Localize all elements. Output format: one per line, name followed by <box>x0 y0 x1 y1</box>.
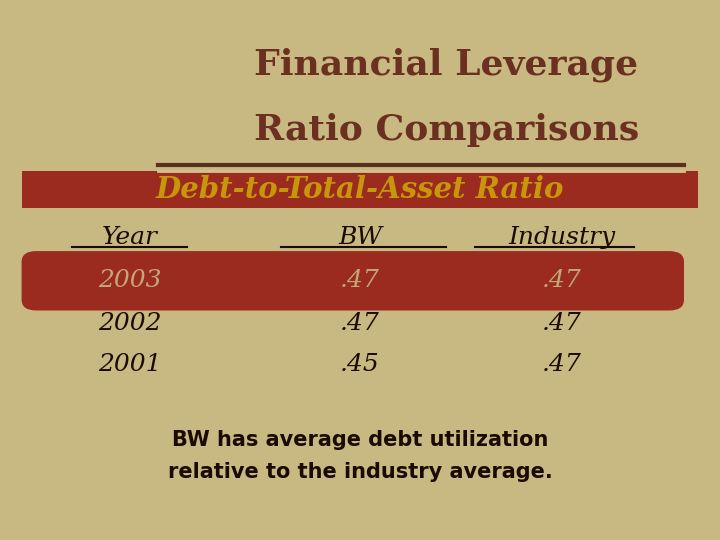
Text: relative to the industry average.: relative to the industry average. <box>168 462 552 483</box>
Text: BW has average debt utilization: BW has average debt utilization <box>172 430 548 450</box>
FancyBboxPatch shape <box>22 251 684 310</box>
Text: .47: .47 <box>340 269 380 292</box>
Text: 2002: 2002 <box>98 313 161 335</box>
Text: Industry: Industry <box>508 226 615 249</box>
Text: .47: .47 <box>541 269 582 292</box>
Text: BW: BW <box>338 226 382 249</box>
Text: Year: Year <box>102 226 158 249</box>
Text: .47: .47 <box>541 313 582 335</box>
Text: Debt-to-Total-Asset Ratio: Debt-to-Total-Asset Ratio <box>156 175 564 204</box>
Text: .45: .45 <box>340 353 380 376</box>
Text: 2001: 2001 <box>98 353 161 376</box>
Text: Ratio Comparisons: Ratio Comparisons <box>253 113 639 146</box>
Text: .47: .47 <box>541 353 582 376</box>
FancyBboxPatch shape <box>22 171 698 208</box>
Text: Financial Leverage: Financial Leverage <box>254 48 639 82</box>
Text: 2003: 2003 <box>98 269 161 292</box>
Text: .47: .47 <box>340 313 380 335</box>
